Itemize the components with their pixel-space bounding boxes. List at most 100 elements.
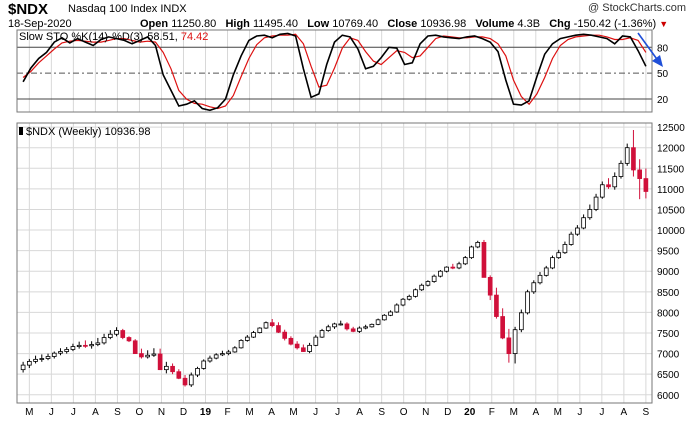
x-tick-label: M (25, 407, 33, 418)
candle-body (95, 342, 101, 345)
candle-body (58, 351, 63, 354)
x-tick-label: 20 (464, 407, 476, 418)
price-tick-label: 8500 (657, 288, 680, 299)
x-tick-label: J (313, 407, 318, 418)
candle-body (624, 147, 630, 164)
x-tick-label: J (49, 407, 54, 418)
x-tick-label: O (136, 407, 144, 418)
x-tick-label: S (378, 407, 385, 418)
price-tick-label: 6000 (657, 391, 680, 402)
candle-body (456, 263, 462, 269)
candle-body (581, 217, 586, 229)
candle-body (319, 330, 325, 338)
candle-body (288, 337, 294, 345)
price-tick-label: 12000 (657, 144, 685, 155)
candle-body (83, 344, 88, 347)
candle-body (301, 347, 306, 352)
quote-summary: Open 11250.80 High 11495.40 Low 10769.40… (140, 18, 668, 30)
price-tick-label: 9000 (657, 267, 680, 278)
candle-body (39, 358, 45, 360)
candle-body (238, 340, 244, 349)
candle-body (170, 365, 175, 373)
candle-body (120, 330, 126, 338)
x-tick-label: A (268, 407, 275, 418)
candle-body (562, 244, 568, 254)
price-tick-label: 7000 (657, 350, 680, 361)
x-tick-label: A (621, 407, 628, 418)
stoch-level-label: 80 (657, 43, 669, 54)
candle-body (381, 314, 387, 321)
candle-body (450, 266, 456, 269)
candle-body (487, 277, 493, 296)
candle-body (388, 311, 393, 316)
index-name-text: Nasdaq 100 Index (68, 3, 158, 15)
candle-body (201, 360, 207, 369)
candle-body (475, 242, 481, 248)
candle-body (543, 267, 549, 276)
x-tick-label: F (489, 407, 495, 418)
panel-frames (16, 29, 653, 404)
candle-body (606, 184, 611, 188)
annotation (637, 32, 663, 67)
candle-body (481, 242, 487, 278)
x-tick-label: 19 (200, 407, 212, 418)
stockcharts-watermark: @ StockCharts.com (588, 2, 686, 14)
candle-body (220, 353, 225, 356)
price-grid (17, 123, 652, 403)
candle-body (444, 266, 449, 272)
x-tick-label: S (114, 407, 121, 418)
candle-body (276, 325, 281, 333)
candle-body (593, 196, 599, 210)
candle-body (494, 294, 499, 317)
candle-body (394, 304, 400, 313)
candle-body (500, 316, 505, 339)
close-value: 10936.98 (420, 18, 467, 30)
x-tick-label: M (510, 407, 518, 418)
candle-body (350, 328, 356, 332)
candle-body (469, 246, 474, 259)
high-value: 11495.40 (252, 18, 299, 30)
price-tick-label: 6500 (657, 370, 680, 381)
candle-body (164, 365, 169, 371)
candle-body (587, 209, 593, 219)
candle-body (157, 353, 163, 371)
candle-body (27, 361, 32, 366)
candle-body (400, 298, 406, 306)
stoch-d-last: 74.42 (181, 31, 209, 43)
candle-body (188, 374, 194, 386)
candle-body (176, 371, 182, 379)
candle-body (631, 147, 636, 171)
stoch-legend: Slow STO %K(14) %D(3) 58.51, 74.42 (19, 31, 208, 43)
candles (20, 130, 649, 387)
stoch-k-line (22, 32, 647, 112)
price-y-ticks: 6000 6500 7000 7500 8000 8500 9000 9500 10000 105… (657, 123, 685, 402)
candle-body (425, 281, 431, 286)
candle-body (462, 257, 468, 265)
candle-body (33, 358, 38, 362)
x-tick-label: M (289, 407, 297, 418)
x-tick-label: A (356, 407, 363, 418)
candle-body (151, 353, 157, 356)
x-tick-label: J (71, 407, 76, 418)
stoch-level-label: 50 (657, 69, 669, 80)
candle-body (20, 364, 26, 371)
x-tick-label: A (532, 407, 539, 418)
candle-body (132, 340, 138, 354)
price-tick-label: 12500 (657, 123, 685, 134)
x-tick-label: F (224, 407, 230, 418)
candle-body (107, 333, 113, 338)
annotation-arrow-line (637, 32, 660, 63)
open-value: 11250.80 (171, 18, 217, 30)
price-tick-label: 11000 (657, 185, 685, 196)
stoch-panel-frame (16, 29, 653, 113)
stoch-lines (22, 32, 647, 112)
candle-body (556, 252, 562, 259)
candle-body (114, 330, 119, 335)
x-tick-label: N (422, 407, 429, 418)
candle-body (506, 337, 512, 354)
candle-body (369, 323, 375, 328)
x-tick-label: S (643, 407, 650, 418)
stoch-d-label: %D(3) (112, 31, 143, 43)
price-tick-label: 9500 (657, 247, 680, 258)
